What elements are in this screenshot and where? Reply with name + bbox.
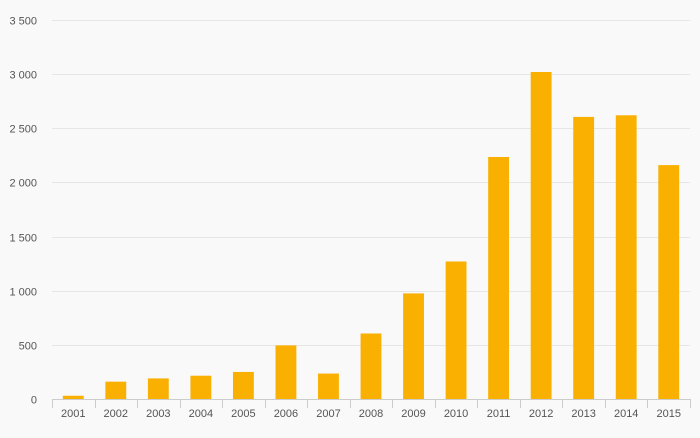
x-tick-label: 2001 bbox=[61, 408, 85, 420]
x-tick-label: 2012 bbox=[529, 408, 553, 420]
y-tick-label: 0 bbox=[31, 395, 37, 407]
y-tick-label: 1 000 bbox=[9, 287, 37, 299]
x-tick-label: 2014 bbox=[614, 408, 638, 420]
bars bbox=[62, 71, 680, 400]
bar-2014 bbox=[615, 115, 637, 399]
x-tick-label: 2004 bbox=[189, 408, 213, 420]
bar-2008 bbox=[360, 333, 382, 399]
bar-2002 bbox=[105, 381, 127, 399]
bar-2011 bbox=[488, 156, 510, 399]
bar-2006 bbox=[275, 345, 297, 399]
x-tick-label: 2015 bbox=[656, 408, 680, 420]
y-tick-label: 2 500 bbox=[9, 124, 37, 136]
x-tick-label: 2011 bbox=[487, 408, 511, 420]
x-axis bbox=[52, 399, 691, 408]
y-tick-label: 3 000 bbox=[9, 70, 37, 82]
x-tick-label: 2013 bbox=[571, 408, 595, 420]
bar-2015 bbox=[658, 165, 680, 399]
bar-2009 bbox=[403, 293, 424, 399]
bar-2007 bbox=[318, 373, 339, 399]
x-tick-label: 2006 bbox=[274, 408, 298, 420]
x-tick-label: 2003 bbox=[146, 408, 170, 420]
x-tick-label: 2010 bbox=[444, 408, 468, 420]
y-tick-label: 1 500 bbox=[9, 233, 37, 245]
y-tick-label: 3 500 bbox=[9, 16, 37, 28]
gridlines bbox=[52, 20, 690, 346]
x-tick-label: 2009 bbox=[401, 408, 425, 420]
bar-2005 bbox=[232, 371, 254, 399]
y-tick-label: 2 000 bbox=[9, 178, 37, 190]
x-tick-label: 2007 bbox=[316, 408, 340, 420]
bar-2013 bbox=[573, 116, 595, 400]
bar-2003 bbox=[147, 378, 169, 399]
bar-2010 bbox=[445, 261, 467, 399]
bar-2001 bbox=[62, 395, 84, 399]
x-axis-tick-labels: 2001 2002 2003 2004 2005 2006 2007 2008 2009 2010… bbox=[61, 408, 681, 420]
x-tick-label: 2005 bbox=[231, 408, 255, 420]
bar-2012 bbox=[530, 71, 552, 399]
y-axis-tick-labels: 0 500 1 000 1 500 2 000 2 500 3 000 3 500 bbox=[9, 16, 37, 407]
x-tick-label: 2008 bbox=[359, 408, 383, 420]
y-tick-label: 500 bbox=[19, 341, 37, 353]
bar-2004 bbox=[190, 375, 212, 399]
x-tick-label: 2002 bbox=[104, 408, 128, 420]
